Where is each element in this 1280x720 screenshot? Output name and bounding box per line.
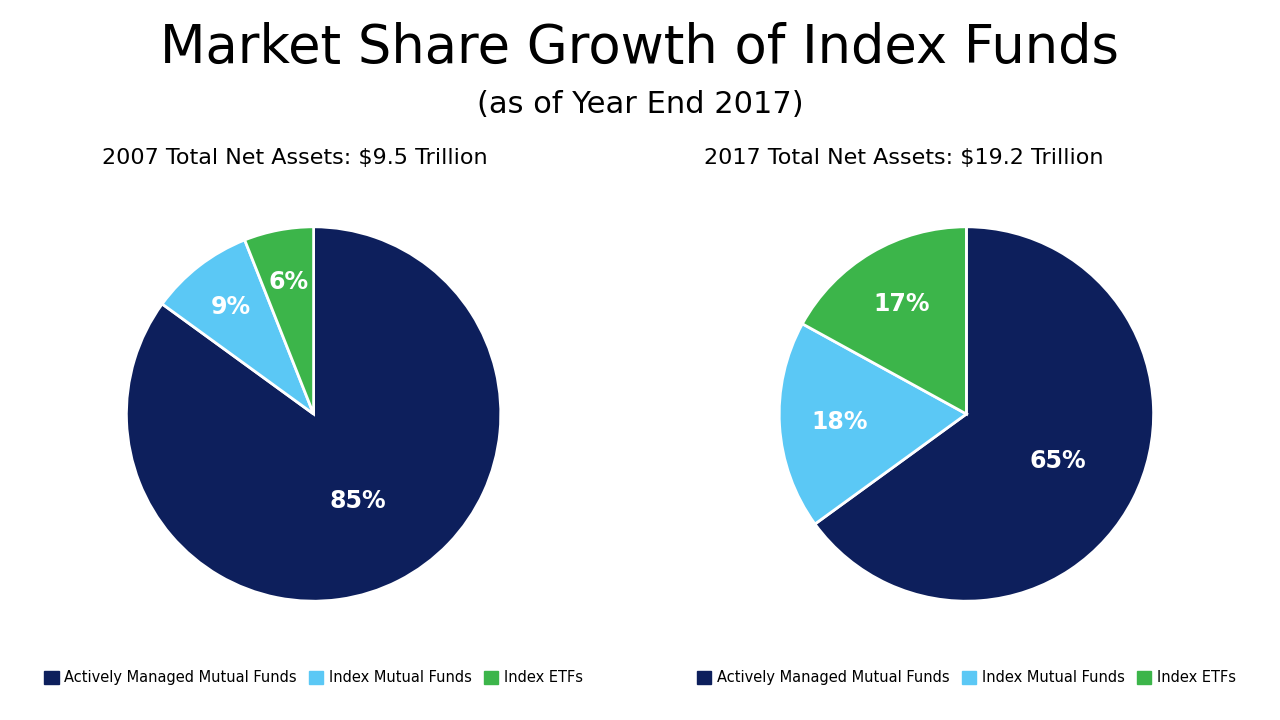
- Wedge shape: [803, 227, 966, 414]
- Text: (as of Year End 2017): (as of Year End 2017): [476, 90, 804, 119]
- Wedge shape: [163, 240, 314, 414]
- Text: Market Share Growth of Index Funds: Market Share Growth of Index Funds: [160, 22, 1120, 73]
- Wedge shape: [127, 227, 500, 601]
- Text: 9%: 9%: [211, 295, 251, 320]
- Text: 18%: 18%: [812, 410, 868, 434]
- Legend: Actively Managed Mutual Funds, Index Mutual Funds, Index ETFs: Actively Managed Mutual Funds, Index Mut…: [38, 665, 589, 691]
- Text: 6%: 6%: [269, 269, 308, 294]
- Wedge shape: [780, 324, 966, 524]
- Text: 17%: 17%: [873, 292, 929, 316]
- Wedge shape: [815, 227, 1153, 601]
- Text: 85%: 85%: [329, 489, 387, 513]
- Wedge shape: [244, 227, 314, 414]
- Legend: Actively Managed Mutual Funds, Index Mutual Funds, Index ETFs: Actively Managed Mutual Funds, Index Mut…: [691, 665, 1242, 691]
- Text: 65%: 65%: [1030, 449, 1087, 473]
- Text: 2017 Total Net Assets: $19.2 Trillion: 2017 Total Net Assets: $19.2 Trillion: [704, 148, 1103, 168]
- Text: 2007 Total Net Assets: $9.5 Trillion: 2007 Total Net Assets: $9.5 Trillion: [102, 148, 488, 168]
